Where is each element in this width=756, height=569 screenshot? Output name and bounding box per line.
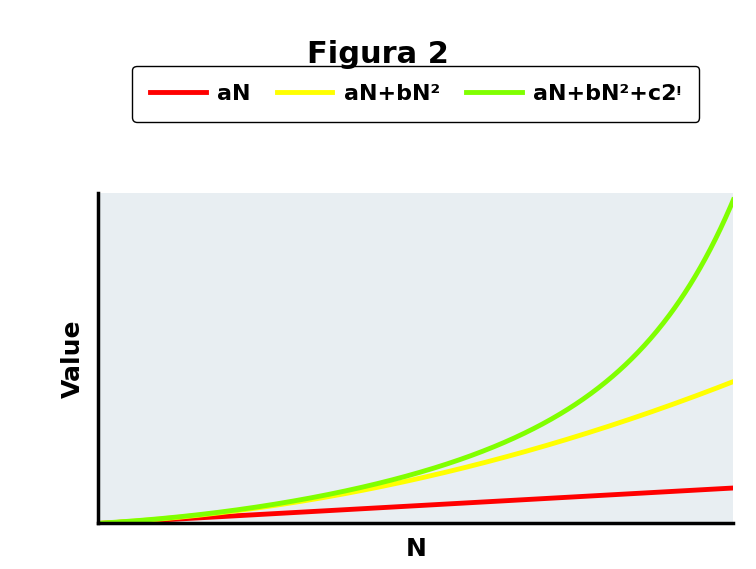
Text: Figura 2: Figura 2 [307,40,449,69]
Legend: aN, aN+bN², aN+bN²+c2ᵎ: aN, aN+bN², aN+bN²+c2ᵎ [132,66,699,122]
Y-axis label: Value: Value [60,319,85,398]
X-axis label: N: N [405,537,426,562]
